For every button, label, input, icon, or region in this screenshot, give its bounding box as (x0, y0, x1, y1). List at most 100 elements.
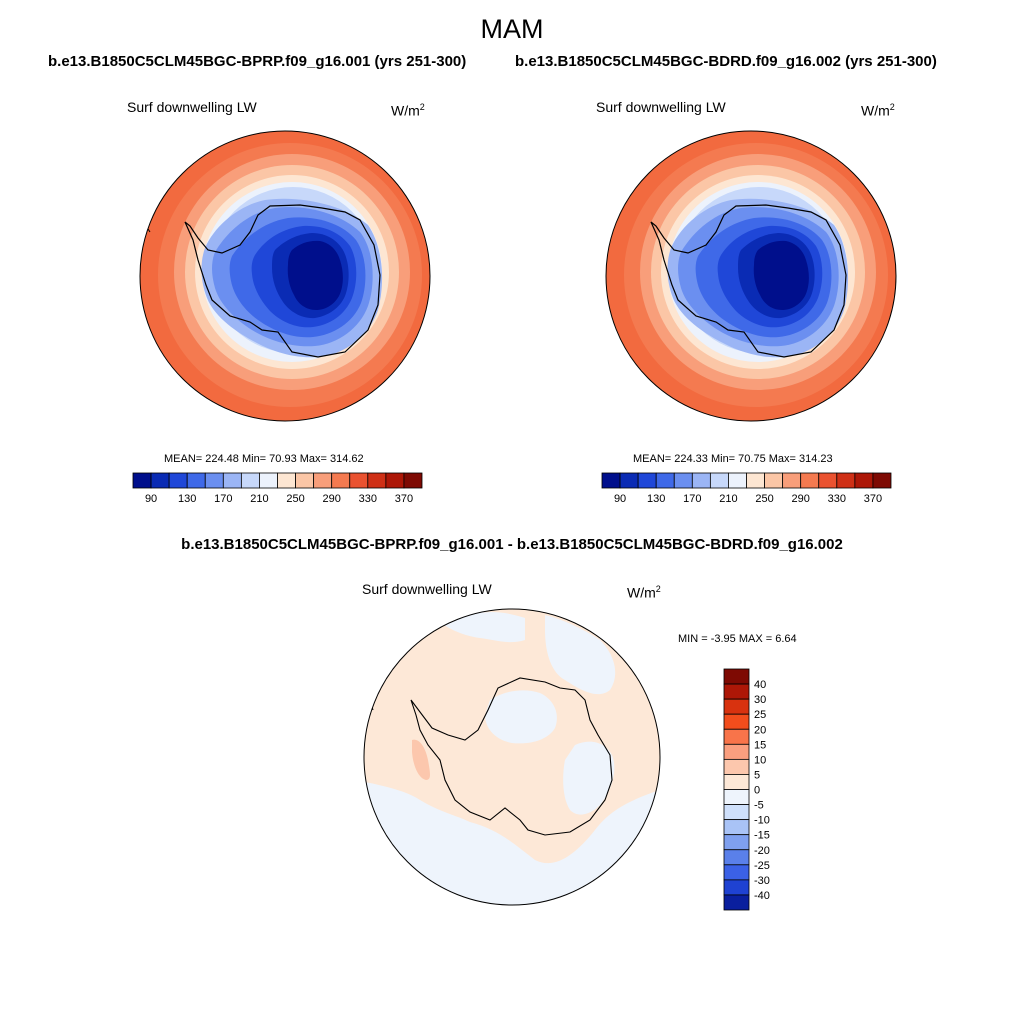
difference-colorbar-swatch (723, 864, 750, 881)
left-polar-map (140, 131, 430, 421)
left-colorbar-swatch (150, 472, 170, 489)
right-stats-line: MEAN= 224.33 Min= 70.75 Max= 314.23 (633, 453, 833, 465)
difference-colorbar-tick-label: -20 (754, 845, 770, 857)
difference-colorbar-swatch (723, 894, 750, 911)
difference-colorbar-tick-label: 0 (754, 785, 760, 797)
right-map-border (605, 130, 897, 422)
difference-colorbar-swatch (723, 683, 750, 700)
left-colorbar-swatch (349, 472, 369, 489)
difference-colorbar-swatch (723, 728, 750, 745)
right-colorbar-swatch (746, 472, 765, 489)
difference-colorbar-tick-label: 15 (754, 739, 766, 751)
right-colorbar-tick-label: 170 (683, 493, 701, 505)
left-run-title: b.e13.B1850C5CLM45BGC-BPRP.f09_g16.001 (… (48, 53, 467, 70)
difference-stats-line: MIN = -3.95 MAX = 6.64 (678, 633, 797, 645)
difference-colorbar-tick-label: 25 (754, 709, 766, 721)
left-colorbar-tick-label: 330 (359, 493, 377, 505)
right-colorbar-swatch (619, 472, 639, 489)
left-map-border (139, 130, 431, 422)
difference-colorbar-tick-label: 20 (754, 724, 766, 736)
difference-colorbar: 40 30 25 20 15 10 5 0 -5 -10 -15 -20 -25 -30 -40 (723, 668, 770, 911)
right-polar-map (606, 131, 896, 421)
right-colorbar-swatch (764, 472, 784, 489)
right-colorbar-swatch (854, 472, 874, 489)
left-colorbar-swatch (168, 472, 188, 489)
difference-colorbar-tick-label: -15 (754, 830, 770, 842)
difference-colorbar-tick-label: -5 (754, 800, 764, 812)
left-colorbar-swatch (259, 472, 278, 489)
right-colorbar-tick-label: 210 (719, 493, 737, 505)
right-units-label: W/m2 (861, 102, 895, 119)
right-colorbar-swatch (836, 472, 856, 489)
difference-colorbar-tick-label: 30 (754, 694, 766, 706)
difference-units-label: W/m2 (627, 584, 661, 601)
left-colorbar-swatch (186, 472, 206, 489)
left-colorbar-swatch (240, 472, 260, 489)
difference-colorbar-tick-label: 5 (754, 769, 760, 781)
difference-colorbar-swatch (723, 713, 750, 730)
difference-polar-map (364, 609, 660, 905)
difference-colorbar-swatch (723, 668, 750, 685)
left-colorbar-tick-label: 130 (178, 493, 196, 505)
page-title: MAM (480, 14, 544, 44)
left-colorbar-swatch (204, 472, 224, 489)
left-colorbar-tick-label: 370 (395, 493, 413, 505)
left-colorbar-swatch (295, 472, 315, 489)
right-colorbar-swatch (818, 472, 838, 489)
difference-colorbar-tick-label: -10 (754, 815, 770, 827)
right-colorbar-swatch (728, 472, 747, 489)
difference-colorbar-swatch (723, 698, 750, 715)
difference-colorbar-tick-label: -25 (754, 860, 770, 872)
difference-colorbar-swatch (723, 774, 750, 790)
difference-colorbar-swatch (723, 789, 750, 805)
right-colorbar-swatch (601, 472, 621, 489)
right-variable-label: Surf downwelling LW (596, 99, 726, 115)
right-colorbar-swatch (800, 472, 820, 489)
left-colorbar-tick-label: 170 (214, 493, 232, 505)
left-variable-label: Surf downwelling LW (127, 99, 257, 115)
right-colorbar-tick-label: 90 (614, 493, 626, 505)
right-run-title: b.e13.B1850C5CLM45BGC-BDRD.f09_g16.002 (… (515, 53, 937, 70)
difference-title: b.e13.B1850C5CLM45BGC-BPRP.f09_g16.001 -… (181, 536, 843, 553)
difference-colorbar-swatch (723, 743, 750, 760)
right-colorbar-swatch (637, 472, 657, 489)
left-colorbar-swatch (385, 472, 405, 489)
difference-colorbar-tick-label: -30 (754, 875, 770, 887)
left-colorbar-swatch (367, 472, 387, 489)
difference-colorbar-tick-label: 40 (754, 679, 766, 691)
left-colorbar-tick-label: 210 (250, 493, 268, 505)
left-colorbar-swatch (331, 472, 351, 489)
right-colorbar-tick-label: 290 (792, 493, 810, 505)
left-colorbar-tick-label: 250 (286, 493, 304, 505)
difference-colorbar-swatch (723, 849, 750, 866)
left-colorbar-swatch (132, 472, 152, 489)
right-colorbar-tick-label: 370 (864, 493, 882, 505)
left-colorbar-swatch (222, 472, 242, 489)
left-colorbar-swatch (403, 472, 423, 489)
right-colorbar: 90 130 170 210 250 290 330 370 (601, 472, 892, 505)
right-colorbar-tick-label: 130 (647, 493, 665, 505)
difference-colorbar-swatch (723, 804, 750, 821)
right-colorbar-swatch (673, 472, 693, 489)
left-units-label: W/m2 (391, 102, 425, 119)
difference-colorbar-swatch (723, 879, 750, 896)
right-colorbar-swatch (872, 472, 892, 489)
right-colorbar-swatch (691, 472, 711, 489)
right-colorbar-tick-label: 250 (755, 493, 773, 505)
right-colorbar-swatch (709, 472, 729, 489)
left-stats-line: MEAN= 224.48 Min= 70.93 Max= 314.62 (164, 453, 364, 465)
left-colorbar-tick-label: 90 (145, 493, 157, 505)
right-colorbar-tick-label: 330 (828, 493, 846, 505)
difference-colorbar-swatch (723, 758, 750, 775)
left-colorbar-swatch (277, 472, 296, 489)
difference-map-border (363, 608, 661, 906)
left-colorbar-swatch (313, 472, 333, 489)
left-colorbar: 90 130 170 210 250 290 330 370 (132, 472, 423, 505)
right-colorbar-swatch (655, 472, 675, 489)
right-colorbar-swatch (782, 472, 802, 489)
left-colorbar-tick-label: 290 (323, 493, 341, 505)
difference-colorbar-swatch (723, 834, 750, 851)
difference-colorbar-swatch (723, 819, 750, 836)
difference-colorbar-tick-label: -40 (754, 890, 770, 902)
